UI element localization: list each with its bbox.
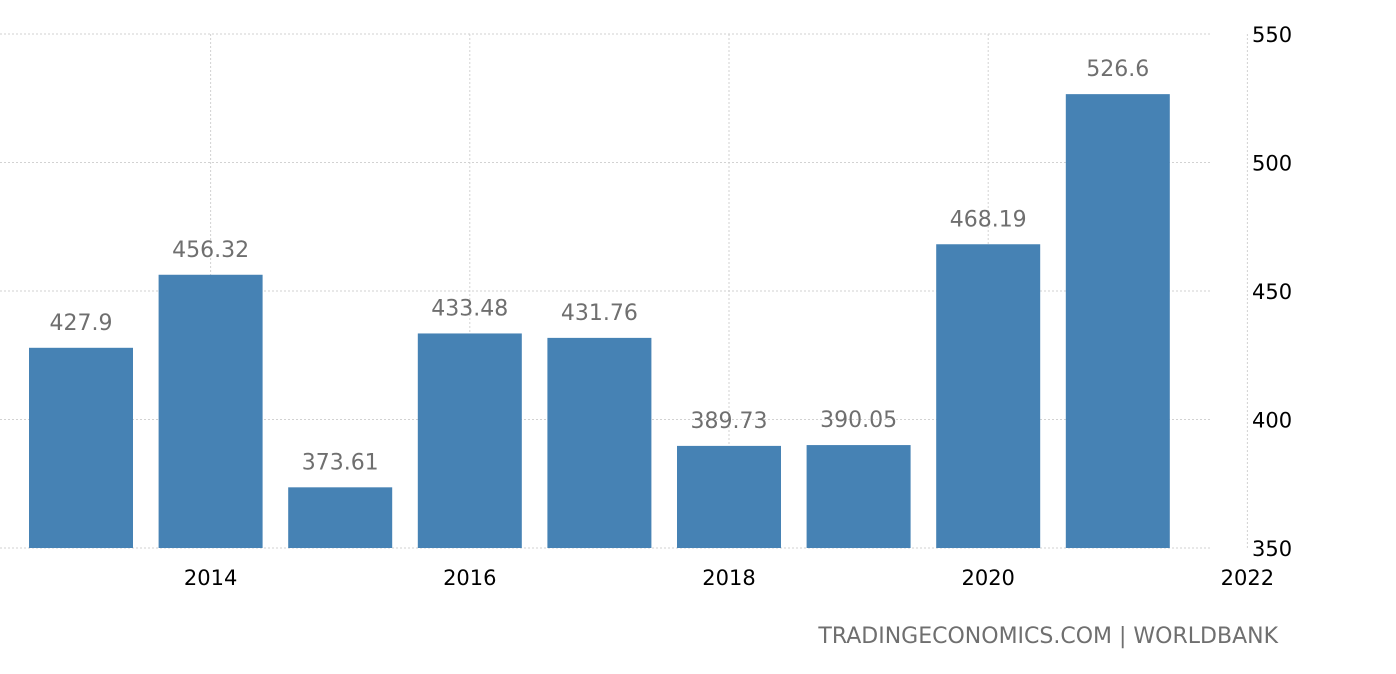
y-tick-label: 450 [1252,280,1292,304]
bar-2019 [806,445,911,548]
bar-2016 [417,333,522,548]
bar-2020 [936,244,1041,548]
y-tick-label: 500 [1252,152,1292,176]
x-tick-label: 2022 [1221,566,1274,590]
x-tick-label: 2018 [702,566,755,590]
data-label-2015: 373.61 [302,450,379,475]
x-tick-label: 2016 [443,566,496,590]
bar-2015 [288,487,393,548]
data-label-2016: 433.48 [431,296,508,321]
bar-2017 [547,337,652,548]
data-label-2014: 456.32 [172,238,249,263]
x-tick-label: 2020 [961,566,1014,590]
data-labels: 427.9 456.32 373.61 433.48 431.76 389.73 390.0… [50,57,1150,475]
bar-2013 [29,347,133,548]
data-label-2021: 526.6 [1086,57,1149,82]
data-label-2020: 468.19 [950,207,1027,232]
data-label-2019: 390.05 [820,408,897,433]
data-label-2013: 427.9 [50,311,113,336]
bar-2018 [677,445,781,548]
bar-2021 [1065,94,1170,548]
y-tick-label: 350 [1252,537,1292,561]
bar-2014 [158,274,263,548]
data-label-2017: 431.76 [561,301,638,326]
x-axis-ticks: 2014 2016 2018 2020 2022 [184,566,1274,590]
y-tick-label: 550 [1252,23,1292,47]
y-tick-label: 400 [1252,409,1292,433]
bars [29,94,1170,548]
source-attribution: TRADINGECONOMICS.COM | WORLDBANK [818,624,1278,649]
y-axis-ticks: 350 400 450 500 550 [1252,23,1292,561]
data-label-2018: 389.73 [691,409,768,434]
x-tick-label: 2014 [184,566,237,590]
